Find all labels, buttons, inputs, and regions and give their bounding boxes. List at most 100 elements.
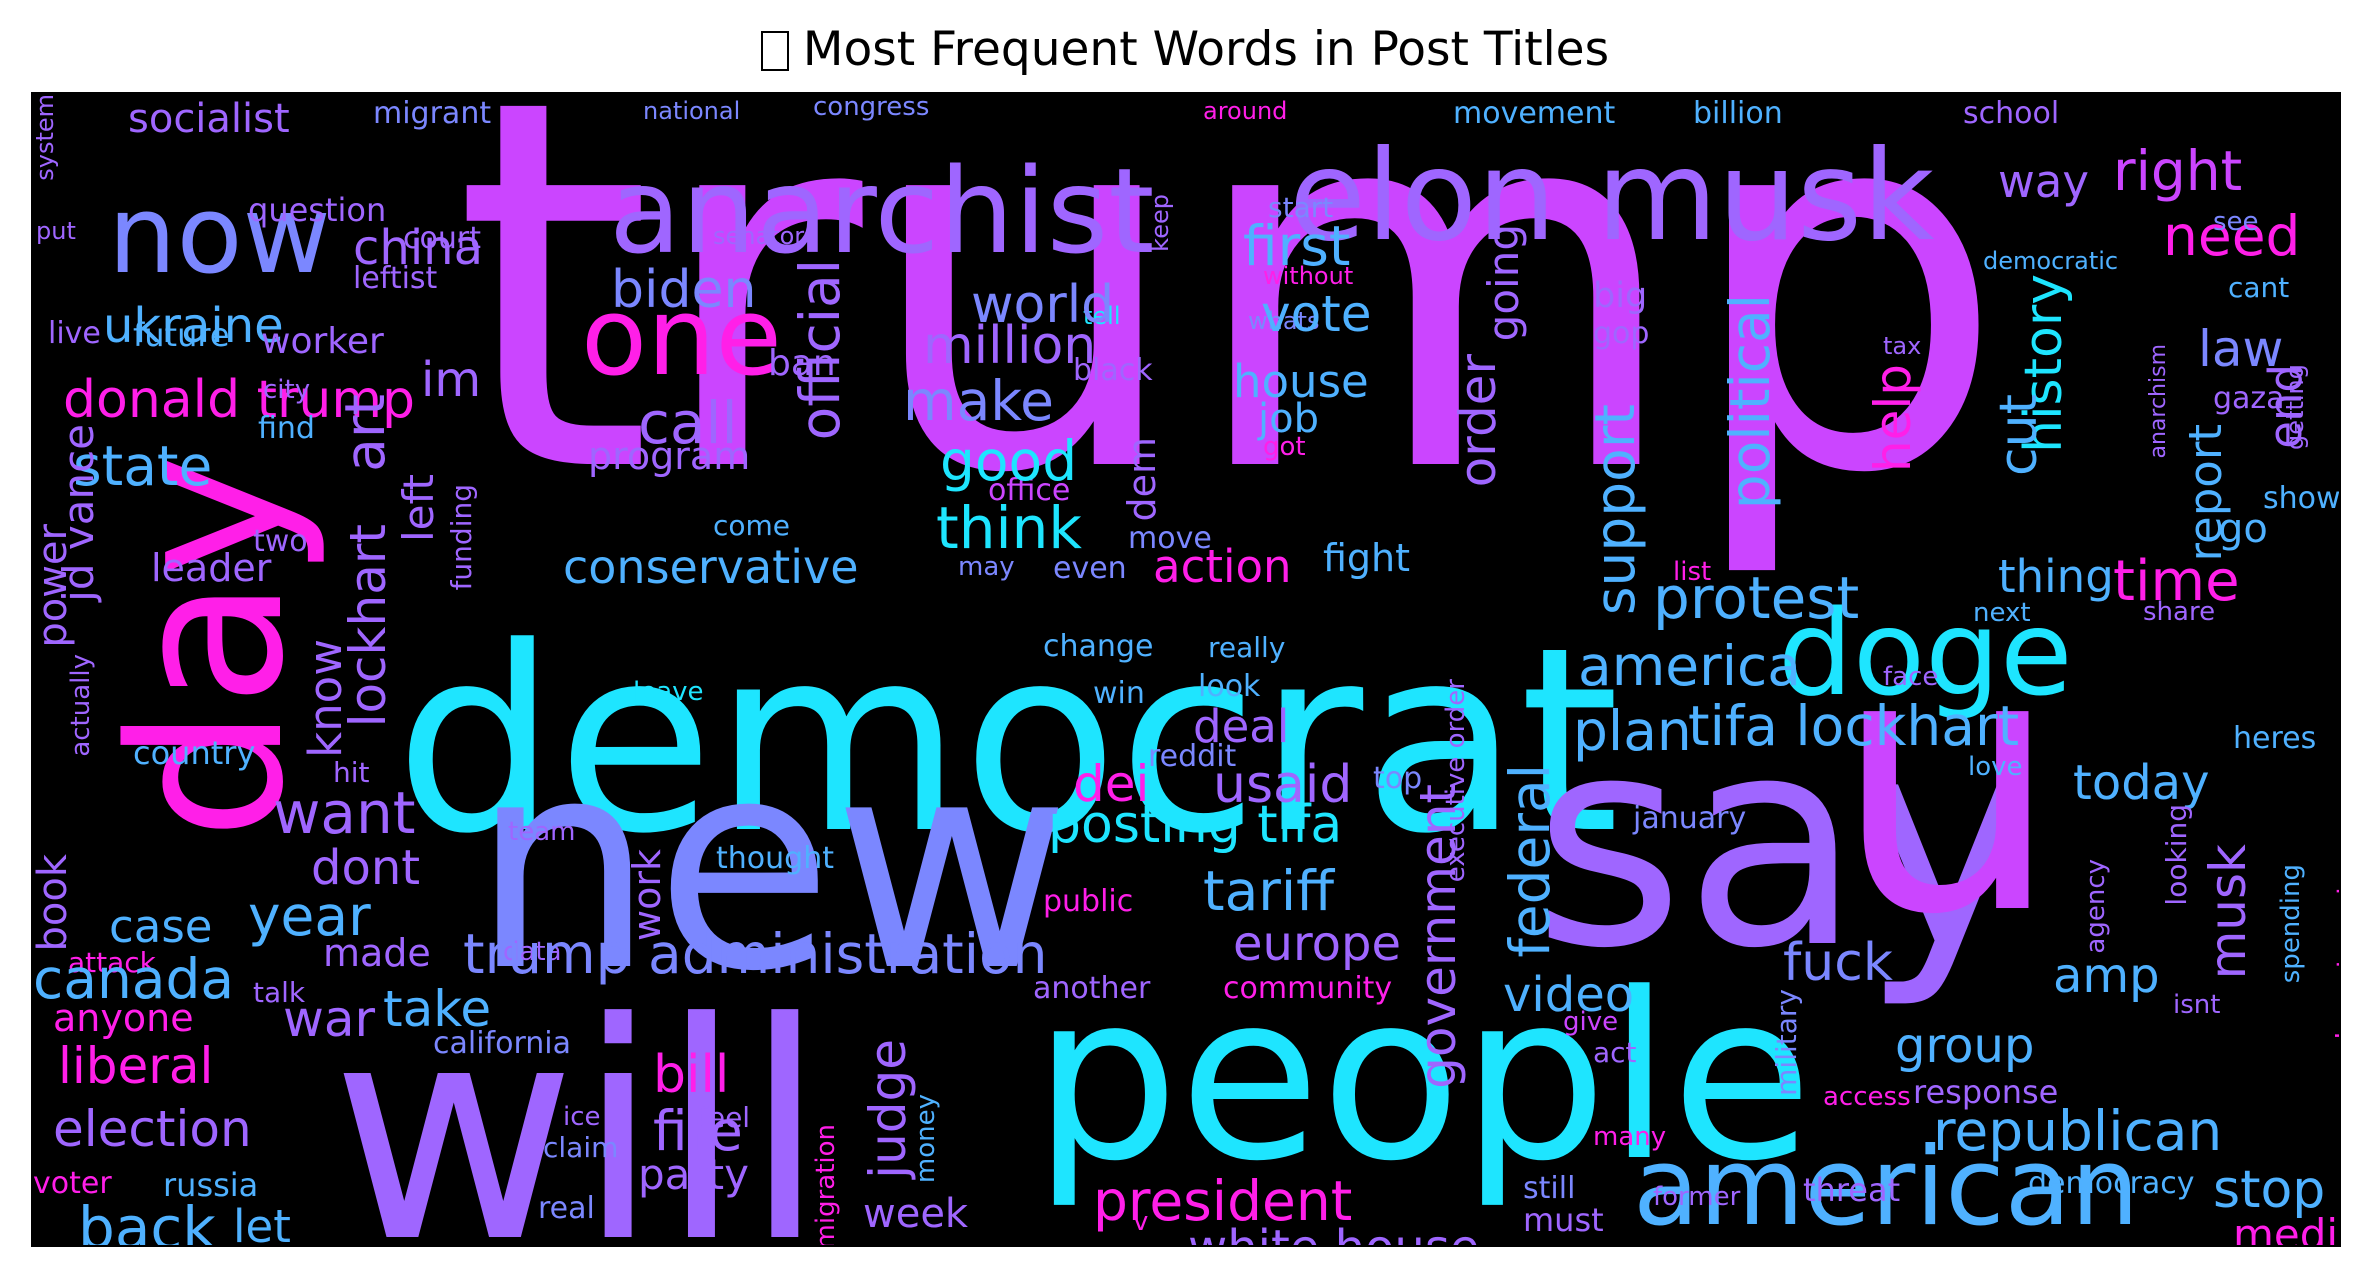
word-going: going: [1479, 224, 1528, 342]
word-want: want: [273, 779, 416, 847]
word-next: next: [1973, 598, 2031, 628]
word-made: made: [323, 931, 431, 975]
word-leftist: leftist: [353, 261, 438, 296]
word-trump: trump: [453, 92, 2007, 585]
word-now: now: [108, 173, 331, 298]
word-way: way: [1998, 155, 2090, 208]
word-january: january: [1633, 801, 1747, 836]
word-elon-musk: elon musk: [1289, 124, 1935, 269]
word-congress: congress: [813, 92, 930, 122]
word-funding: funding: [445, 484, 478, 591]
word-response: response: [1913, 1073, 2059, 1111]
word-team: team: [508, 817, 576, 847]
word-posting-tifa: posting tifa: [1048, 795, 1343, 855]
word-even: even: [1053, 551, 1127, 586]
word-system: system: [31, 94, 59, 181]
word-china: china: [353, 220, 483, 276]
word-case: case: [109, 900, 213, 953]
word-back: back: [78, 1194, 216, 1247]
word-help: help: [1864, 364, 1922, 473]
word-deal: deal: [1193, 700, 1290, 753]
word-group: group: [1895, 1018, 2035, 1074]
word-heres: heres: [2233, 721, 2317, 756]
word-today: today: [2073, 755, 2210, 811]
word-russia: russia: [163, 1166, 259, 1204]
word-community: community: [1223, 971, 1393, 1006]
word-must: must: [1523, 1201, 1604, 1239]
word-tariff: tariff: [1203, 859, 1335, 923]
word-anyone: anyone: [53, 996, 194, 1040]
word-political: political: [1718, 294, 1782, 510]
word-plan: plan: [1573, 699, 1692, 763]
word-world: world: [971, 275, 1115, 335]
missing-glyph-icon: [760, 31, 789, 71]
word-house: house: [1233, 355, 1369, 408]
word-act: act: [1593, 1036, 1637, 1069]
word-book: book: [31, 854, 76, 952]
word-people: people: [1033, 945, 1813, 1212]
word-feel: feel: [698, 1101, 751, 1134]
word-getting: getting: [2281, 364, 2309, 450]
word-look: look: [1198, 669, 1261, 704]
word-biden: biden: [611, 260, 757, 320]
word-america: america: [1578, 634, 1801, 698]
word-doge: doge: [1778, 584, 2073, 722]
word-anarchism: anarchism: [2146, 344, 2171, 459]
word-face: face: [1883, 662, 1939, 692]
word-california: california: [433, 1026, 572, 1061]
word-country: country: [133, 734, 256, 772]
word-anarchist: anarchist: [609, 142, 1155, 280]
word-real: real: [538, 1191, 595, 1226]
word-share: share: [2143, 597, 2216, 627]
word-europe: europe: [1233, 916, 1401, 972]
word-power: power: [31, 524, 76, 648]
word-leave: leave: [633, 677, 704, 707]
word-got: got: [1263, 432, 1306, 462]
word-senator: senator: [713, 222, 805, 250]
word-republican: republican: [1933, 1099, 2223, 1163]
word-keep: keep: [1146, 194, 1174, 252]
word-move: move: [1128, 521, 1212, 556]
word-bill: bill: [653, 1045, 730, 1105]
chart-title-text: Most Frequent Words in Post Titles: [802, 22, 1610, 77]
word-call: call: [638, 389, 738, 457]
word-media: media: [2233, 1210, 2339, 1247]
word-leader: leader: [151, 546, 272, 590]
word-national: national: [643, 97, 741, 125]
word-video: video: [1503, 967, 1635, 1023]
word-im: im: [421, 352, 482, 408]
word-week: week: [863, 1191, 969, 1237]
word-thought: thought: [716, 841, 834, 876]
word-protest: protest: [1653, 564, 1860, 632]
word-good: good: [940, 429, 1078, 493]
word-still: still: [1523, 1171, 1576, 1206]
word-question: question: [248, 191, 387, 229]
word-cut: cut: [1989, 394, 2049, 476]
word-new: new: [471, 698, 1071, 1035]
word-canada: canada: [33, 947, 235, 1011]
word-many: many: [1593, 1122, 1667, 1152]
word-let: let: [233, 1200, 291, 1247]
word-big: big: [1593, 276, 1648, 316]
word-federal: federal: [1498, 764, 1562, 958]
word-art: art: [333, 394, 397, 472]
word-live: live: [48, 316, 101, 351]
word-trump-administration: trump administration: [463, 922, 1048, 986]
word-ban: ban: [768, 343, 836, 384]
word-right: right: [2113, 139, 2243, 203]
word-tifa-lockhart: tifa lockhart: [1688, 694, 2020, 758]
word-job: job: [1258, 396, 1319, 442]
word-talk: talk: [253, 976, 306, 1009]
word-hit: hit: [333, 756, 370, 789]
word-put: put: [36, 217, 76, 245]
word-cant: cant: [2228, 271, 2290, 304]
word-donald-trump: donald trump: [63, 370, 416, 430]
word-change: change: [1043, 629, 1154, 664]
word-party: party: [638, 1150, 749, 1199]
word-gaza: gaza: [2213, 381, 2285, 416]
word-judge: judge: [859, 1039, 917, 1179]
word-future: future: [133, 316, 230, 354]
word-office: office: [988, 473, 1071, 508]
word-say: say: [1533, 675, 2034, 1012]
word-democrat: democrat: [395, 593, 1620, 890]
